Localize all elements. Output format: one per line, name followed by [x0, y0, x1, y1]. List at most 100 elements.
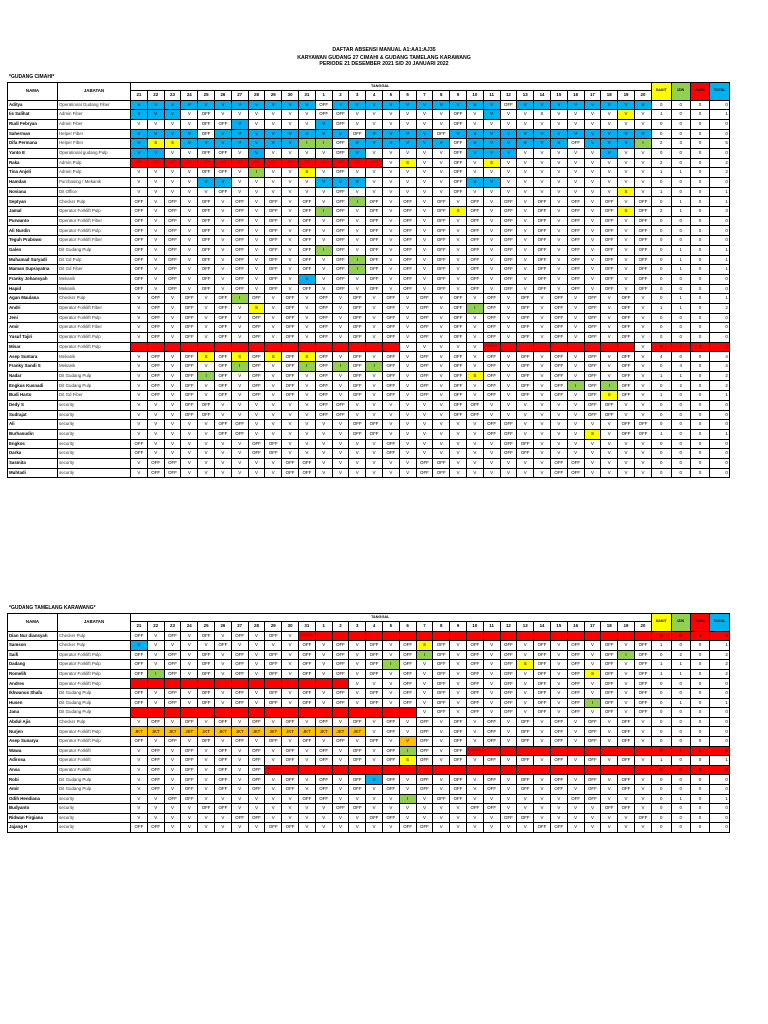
- attendance-cell: V: [348, 147, 367, 159]
- attendance-cell: V: [230, 640, 249, 651]
- attendance-cell: V: [247, 457, 266, 469]
- attendance-cell: [213, 707, 232, 718]
- attendance-cell: V: [381, 793, 400, 805]
- attendance-cell: V: [281, 283, 299, 295]
- summary-izin: 1: [670, 264, 691, 275]
- attendance-cell: OFF: [146, 302, 165, 314]
- attendance-cell: OFF: [465, 697, 484, 709]
- attendance-cell: V: [398, 399, 417, 411]
- attendance-cell: V: [146, 186, 165, 198]
- attendance-cell: [146, 678, 165, 690]
- attendance-cell: V: [482, 812, 501, 824]
- attendance-cell: V: [617, 196, 635, 208]
- attendance-cell: V: [499, 322, 518, 333]
- attendance-cell: OFF: [381, 812, 400, 824]
- summary-total: 0: [709, 774, 730, 785]
- attendance-cell: V: [633, 322, 653, 333]
- attendance-cell: V: [381, 254, 400, 266]
- attendance-cell: V: [533, 118, 551, 130]
- attendance-cell: OFF: [549, 755, 568, 766]
- attendance-cell: OFF: [180, 332, 199, 343]
- attendance-cell: OFF: [180, 302, 199, 314]
- attendance-cell: V: [449, 697, 467, 709]
- attendance-cell: OFF: [230, 235, 249, 246]
- attendance-cell: V: [432, 351, 451, 363]
- column-header-alpa: ALPA: [689, 613, 711, 632]
- attendance-cell: V: [432, 138, 451, 149]
- summary-izin: 0: [670, 147, 691, 159]
- attendance-cell: V: [398, 118, 417, 130]
- attendance-cell: V: [281, 273, 299, 285]
- attendance-cell: V: [197, 361, 215, 372]
- attendance-cell: OFF: [583, 332, 602, 343]
- attendance-cell: V: [398, 409, 417, 421]
- day-header: 30: [281, 90, 299, 101]
- employee-row: Maman Suprayatna Dit Gd Fiber OFF V OFF V OFF V…: [7, 264, 730, 275]
- attendance-cell: V: [213, 448, 232, 459]
- attendance-cell: OFF: [583, 716, 602, 728]
- attendance-cell: I: [398, 793, 417, 805]
- attendance-cell: V: [549, 803, 568, 814]
- attendance-cell: V: [600, 361, 619, 372]
- attendance-cell: OFF: [533, 254, 551, 266]
- attendance-cell: V: [297, 109, 316, 120]
- attendance-cell: V: [600, 822, 619, 833]
- attendance-cell: V: [230, 438, 249, 450]
- attendance-cell: V: [197, 640, 215, 651]
- attendance-cell: OFF: [348, 351, 367, 363]
- attendance-cell: V: [213, 822, 232, 833]
- summary-total: 1: [709, 264, 730, 275]
- attendance-cell: OFF: [130, 649, 148, 661]
- attendance-cell: V: [533, 812, 551, 824]
- attendance-cell: V: [600, 716, 619, 728]
- summary-sakit: 1: [651, 640, 672, 651]
- attendance-cell: V: [381, 118, 400, 130]
- attendance-cell: [365, 630, 383, 642]
- attendance-cell: OFF: [163, 235, 182, 246]
- attendance-cell: OFF: [600, 688, 619, 699]
- attendance-cell: V: [465, 726, 484, 738]
- attendance-cell: V: [449, 244, 467, 256]
- attendance-cell: OFF: [533, 659, 551, 670]
- attendance-cell: V: [449, 707, 467, 718]
- employee-name: Asep Sunarya: [7, 736, 58, 747]
- attendance-cell: V: [314, 438, 333, 450]
- employee-position: Mekanik: [57, 361, 131, 372]
- day-header: 2: [331, 621, 350, 632]
- attendance-cell: OFF: [465, 283, 484, 295]
- attendance-cell: V: [432, 409, 451, 421]
- attendance-cell: V: [566, 128, 585, 140]
- attendance-cell: OFF: [348, 361, 367, 372]
- attendance-cell: V: [180, 283, 199, 295]
- attendance-cell: V: [297, 99, 316, 111]
- summary-alpa: 0: [689, 678, 711, 690]
- employee-row: Ali security V V V V V OFF OFF V V V V V V OFF OFF V V V V V V…: [7, 419, 730, 430]
- attendance-cell: V: [264, 332, 283, 343]
- attendance-cell: V: [482, 640, 501, 651]
- attendance-cell: V: [566, 186, 585, 198]
- day-header: 29: [264, 621, 283, 632]
- summary-izin: 3: [670, 138, 691, 149]
- attendance-cell: V: [197, 302, 215, 314]
- attendance-cell: V: [314, 215, 333, 227]
- attendance-cell: OFF: [348, 293, 367, 304]
- attendance-cell: V: [314, 264, 333, 275]
- attendance-cell: OFF: [499, 235, 518, 246]
- attendance-cell: V: [348, 273, 367, 285]
- attendance-cell: [163, 341, 182, 353]
- attendance-cell: V: [533, 755, 551, 766]
- attendance-cell: [499, 630, 518, 642]
- attendance-cell: V: [432, 186, 451, 198]
- summary-izin: 0: [670, 225, 691, 237]
- attendance-cell: V: [617, 244, 635, 256]
- attendance-cell: V: [566, 822, 585, 833]
- attendance-cell: OFF: [197, 264, 215, 275]
- document-title: DAFTAR ABSENSI MANUAL A1:AA1:AJ35: [332, 47, 436, 53]
- attendance-cell: OFF: [499, 428, 518, 440]
- attendance-cell: OFF: [432, 235, 451, 246]
- attendance-cell: OFF: [549, 302, 568, 314]
- employee-position: Operator Forklift Fiber: [57, 215, 131, 227]
- attendance-cell: OFF: [314, 409, 333, 421]
- attendance-cell: OFF: [213, 640, 232, 651]
- attendance-cell: OFF: [415, 380, 434, 392]
